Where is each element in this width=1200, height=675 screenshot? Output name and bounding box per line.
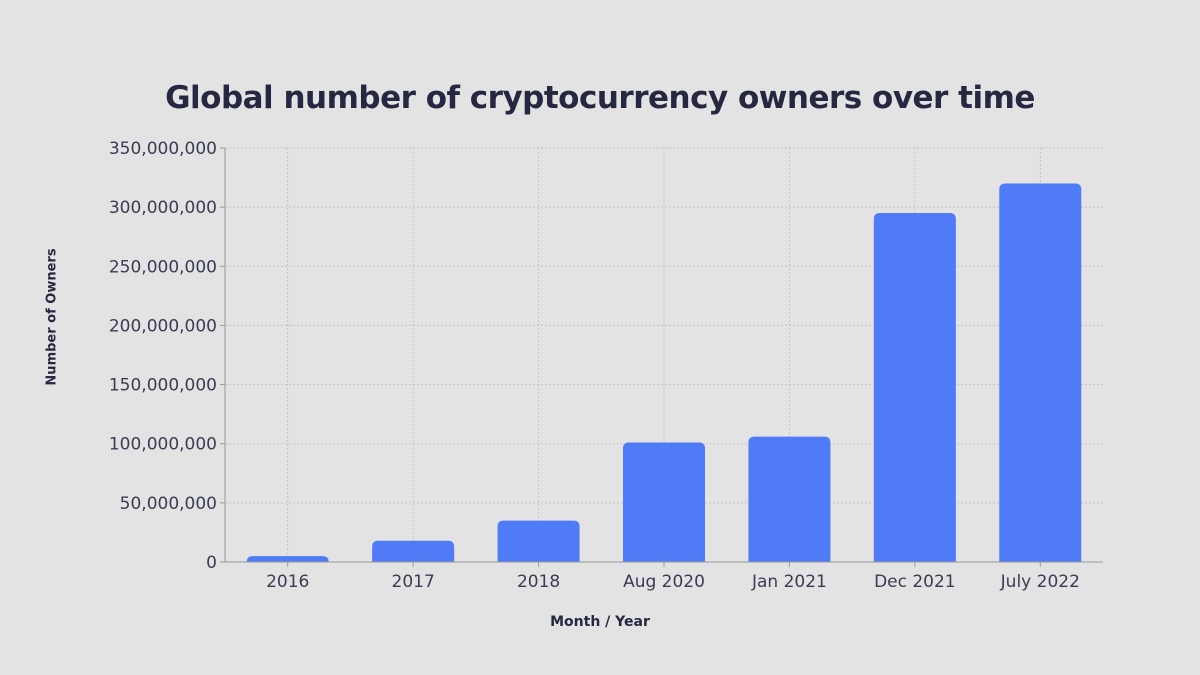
y-tick-label: 50,000,000 [120,494,217,514]
bar [497,520,580,562]
x-tick-label: 2017 [392,572,435,592]
bar [999,183,1082,562]
bar [748,436,831,562]
bar [372,540,455,562]
x-tick-label: July 2022 [1000,572,1080,592]
chart-title: Global number of cryptocurrency owners o… [165,80,1035,116]
x-tick-label: 2018 [517,572,560,592]
y-tick-label: 200,000,000 [109,316,217,336]
bar [623,442,705,562]
y-tick-label: 250,000,000 [109,257,217,277]
bar [873,213,956,563]
y-tick-label: 150,000,000 [109,376,217,396]
x-tick-label: Dec 2021 [874,572,956,592]
y-tick-label: 300,000,000 [109,198,217,218]
x-axis-label: Month / Year [550,614,650,630]
y-tick-label: 350,000,000 [109,139,217,159]
x-tick-label: 2016 [266,572,309,592]
y-tick-label: 100,000,000 [109,435,217,455]
bar [246,556,329,562]
x-tick-label: Aug 2020 [623,572,705,592]
y-tick-label: 0 [206,553,217,573]
x-tick-label: Jan 2021 [751,572,827,592]
